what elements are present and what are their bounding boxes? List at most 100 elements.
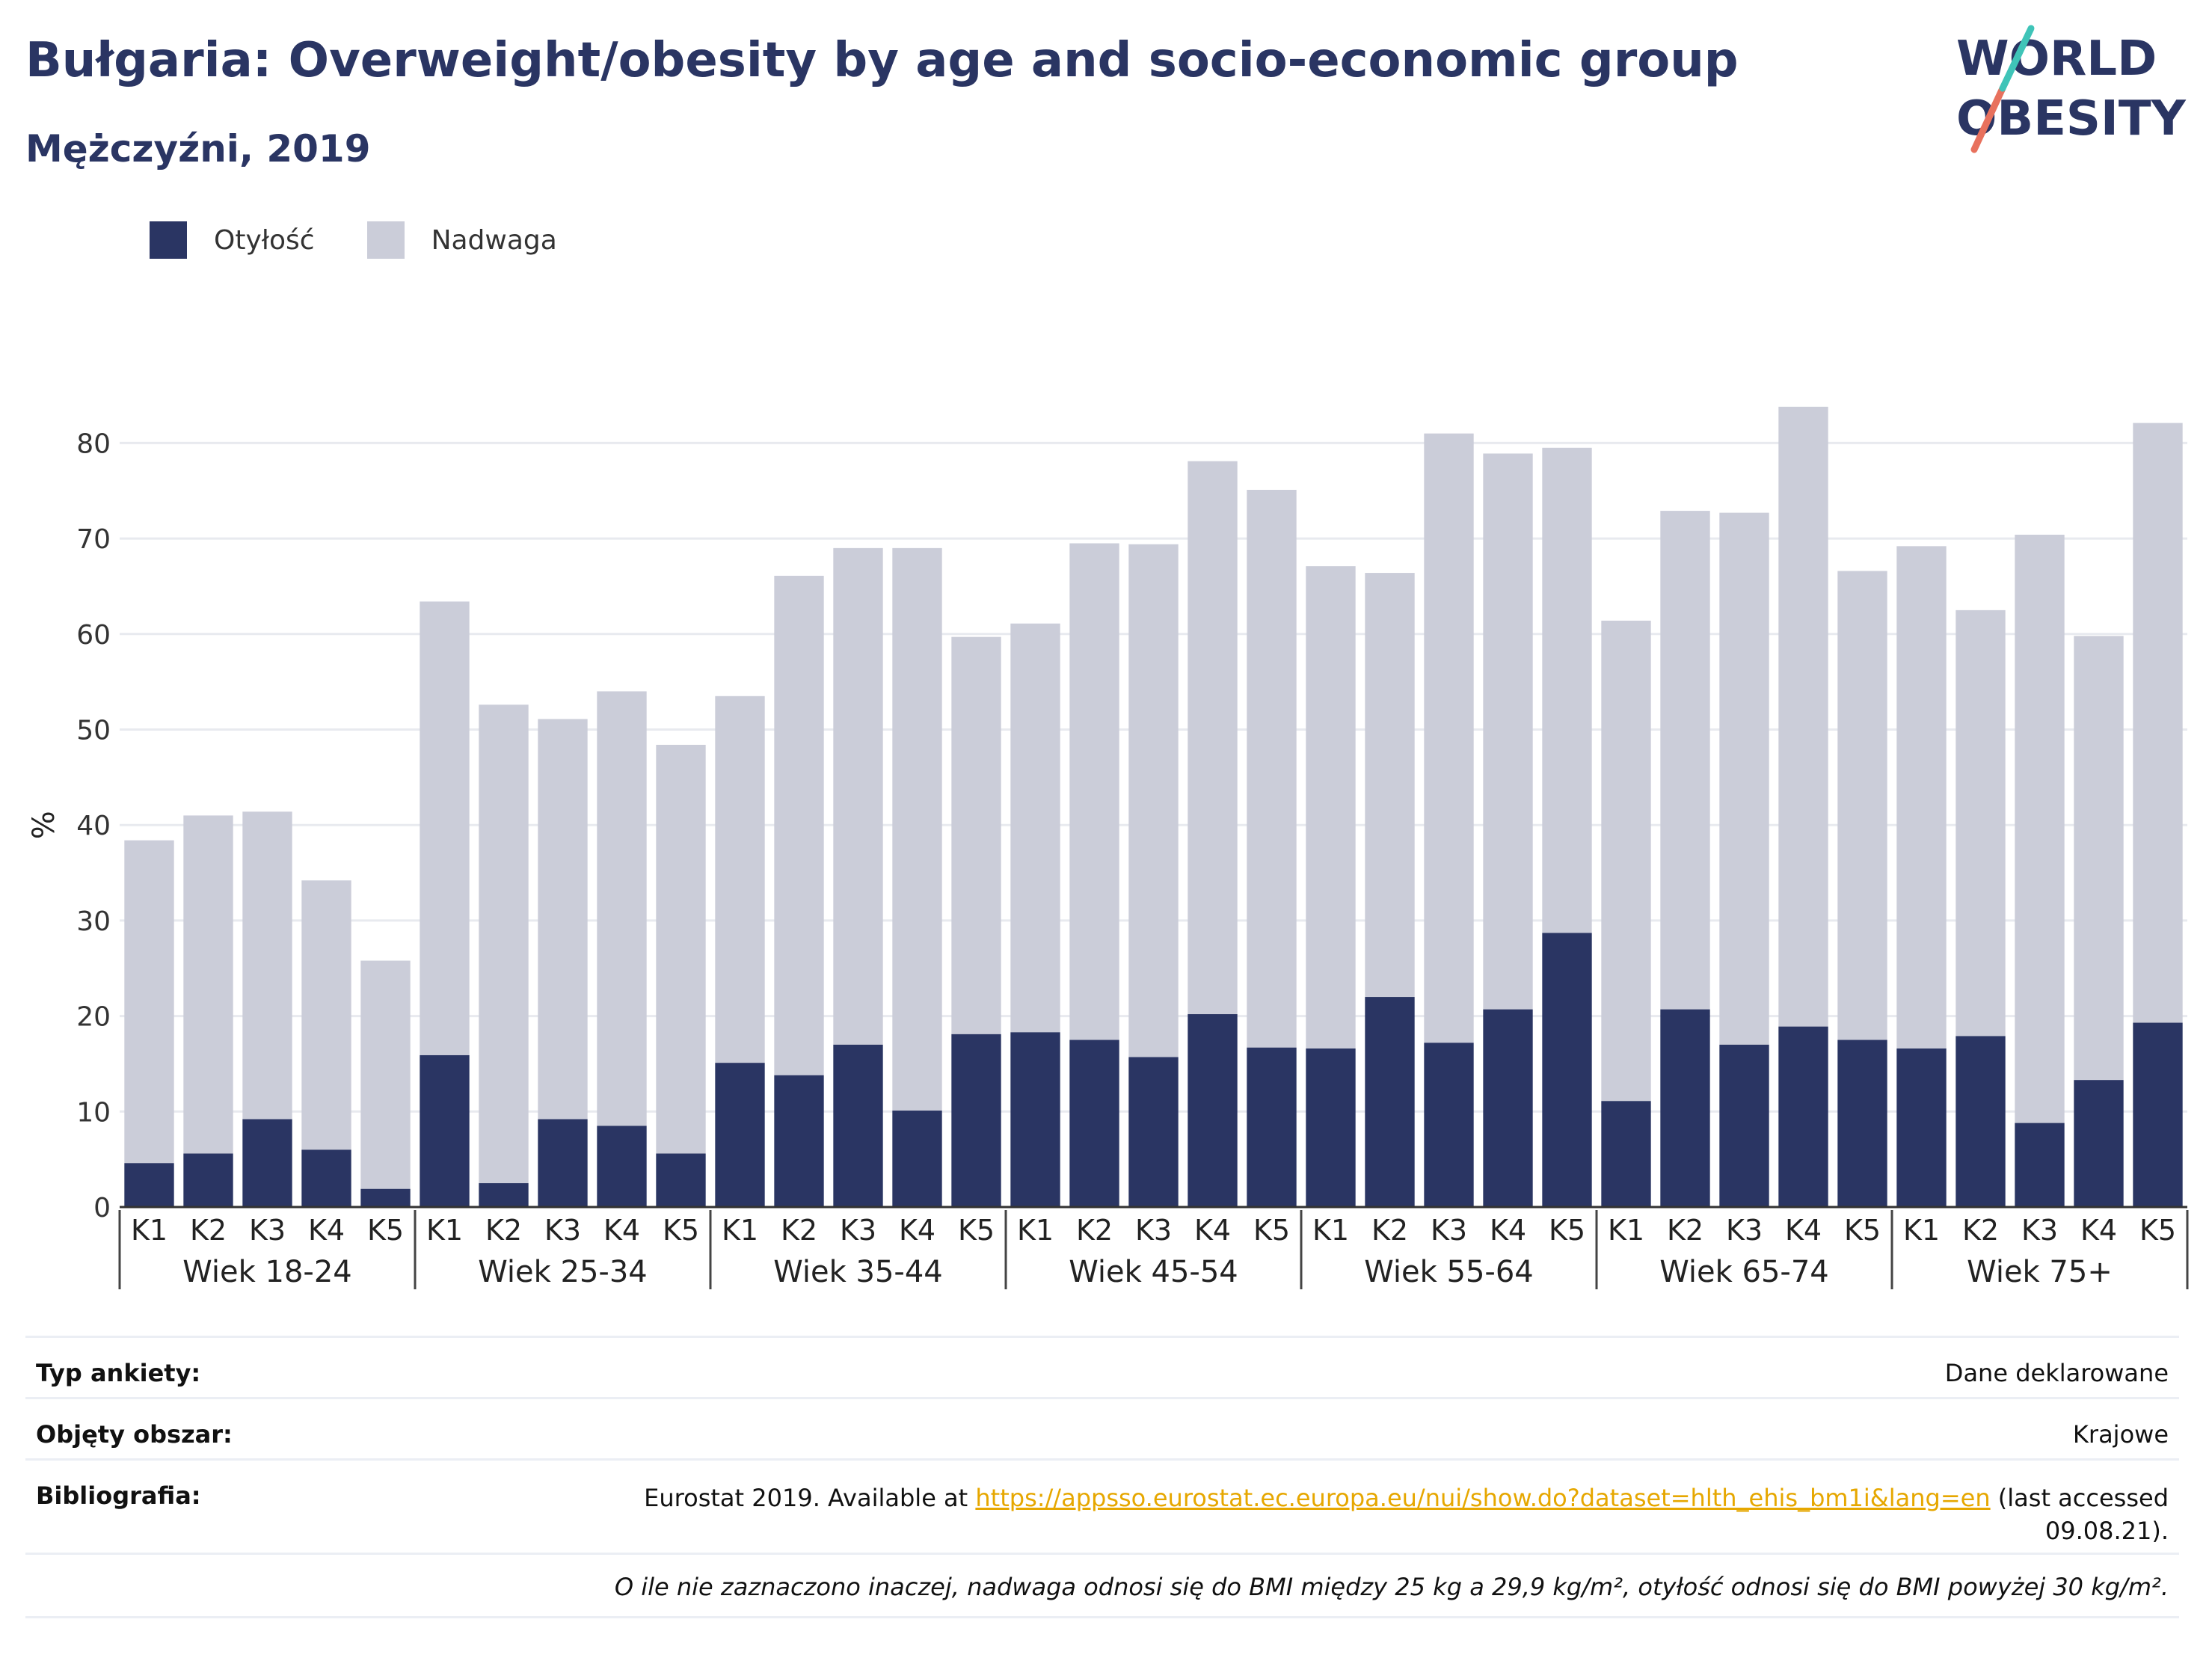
x-tick-label-3-k1: K1: [722, 1214, 758, 1247]
bibliography-prefix: Eurostat 2019. Available at: [644, 1484, 968, 1512]
x-tick-label-4-k1: K1: [1017, 1214, 1054, 1247]
x-tick-label-2-k2: K2: [485, 1214, 522, 1247]
bar-overweight-5-k3: [1424, 433, 1474, 1043]
bar-obesity-1-k5: [360, 1188, 411, 1207]
bar-obesity-4-k4: [1188, 1014, 1238, 1207]
x-tick-label-2-k1: K1: [426, 1214, 463, 1247]
y-tick-label-60: 60: [76, 620, 111, 651]
x-tick-label-6-k2: K2: [1667, 1214, 1703, 1247]
bar-obesity-7-k5: [2133, 1022, 2183, 1207]
bar-obesity-5-k3: [1424, 1043, 1474, 1207]
bar-overweight-5-k2: [1365, 573, 1415, 998]
legend-item-obesity[interactable]: Otyłość: [150, 221, 315, 259]
x-tick-label-4-k2: K2: [1076, 1214, 1113, 1247]
x-tick-label-6-k4: K4: [1785, 1214, 1822, 1247]
bar-overweight-2-k5: [656, 744, 706, 1154]
legend-label-obesity: Otyłość: [214, 224, 315, 256]
x-tick-label-1-k1: K1: [131, 1214, 168, 1247]
bar-obesity-5-k4: [1483, 1009, 1533, 1207]
bar-obesity-6-k3: [1719, 1044, 1769, 1207]
bar-obesity-3-k1: [715, 1063, 765, 1207]
x-tick-label-3-k5: K5: [958, 1214, 995, 1247]
bar-overweight-5-k1: [1306, 566, 1356, 1049]
bar-overweight-1-k4: [301, 880, 351, 1150]
bar-overweight-7-k3: [2015, 534, 2065, 1123]
y-tick-label-40: 40: [76, 811, 111, 841]
x-tick-label-6-k1: K1: [1608, 1214, 1644, 1247]
bar-obesity-7-k4: [2074, 1080, 2124, 1207]
bar-overweight-6-k1: [1601, 620, 1651, 1102]
x-tick-label-4-k4: K4: [1194, 1214, 1231, 1247]
bar-overweight-2-k4: [597, 691, 647, 1126]
bar-obesity-7-k3: [2015, 1123, 2065, 1207]
x-tick-label-1-k2: K2: [190, 1214, 227, 1247]
bar-obesity-2-k2: [479, 1183, 529, 1207]
x-tick-label-5-k2: K2: [1371, 1214, 1408, 1247]
bar-overweight-6-k3: [1719, 512, 1769, 1045]
bar-overweight-2-k3: [538, 719, 588, 1120]
bibliography-date: 09.08.21).: [2044, 1517, 2169, 1545]
x-tick-label-7-k3: K3: [2021, 1214, 2058, 1247]
info-row-bibliography: Bibliografia: Eurostat 2019. Available a…: [25, 1458, 2179, 1555]
bar-chart: 0 10 20 30 40 50 60 70 80% K1 K2 K3 K4 K5 Wiek 18-24 K1…: [27, 406, 2189, 1289]
chart-subtitle: Mężczyźni, 2019: [25, 127, 371, 171]
chart-title: Bułgaria: Overweight/obesity by age and …: [25, 33, 1739, 88]
bar-obesity-6-k2: [1660, 1009, 1710, 1207]
area-value: Krajowe: [2072, 1420, 2169, 1449]
bibliography-label: Bibliografia:: [36, 1481, 201, 1510]
x-tick-label-5-k4: K4: [1490, 1214, 1526, 1247]
info-row-note: O ile nie zaznaczono inaczej, nadwaga od…: [25, 1553, 2179, 1618]
bar-overweight-2-k1: [420, 601, 470, 1055]
bar-obesity-5-k1: [1306, 1048, 1356, 1207]
y-tick-label-50: 50: [76, 716, 111, 746]
bar-obesity-3-k3: [833, 1044, 883, 1207]
x-tick-label-7-k5: K5: [2139, 1214, 2176, 1247]
y-tick-label-80: 80: [76, 429, 111, 459]
bar-overweight-5-k4: [1483, 453, 1533, 1010]
legend-item-overweight[interactable]: Nadwaga: [366, 221, 557, 259]
x-tick-label-7-k2: K2: [1962, 1214, 1999, 1247]
bar-obesity-1-k2: [183, 1153, 233, 1207]
bibliography-value: Eurostat 2019. Available at https://apps…: [644, 1481, 2169, 1547]
survey-type-value: Dane deklarowane: [1944, 1359, 2169, 1387]
bar-obesity-5-k2: [1365, 997, 1415, 1207]
bar-overweight-3-k1: [715, 696, 765, 1063]
group-label-3: Wiek 35-44: [773, 1255, 943, 1289]
group-label-7: Wiek 75+: [1967, 1255, 2113, 1289]
bar-obesity-6-k5: [1837, 1040, 1887, 1207]
bar-overweight-4-k2: [1069, 543, 1119, 1040]
bar-obesity-4-k5: [1247, 1047, 1297, 1207]
bar-obesity-4-k1: [1010, 1032, 1060, 1207]
bar-overweight-6-k5: [1837, 571, 1887, 1040]
bar-obesity-7-k1: [1896, 1048, 1947, 1207]
x-tick-label-5-k3: K3: [1431, 1214, 1467, 1247]
bar-obesity-1-k3: [242, 1119, 292, 1207]
bibliography-suffix: (last accessed: [1997, 1484, 2169, 1512]
group-label-6: Wiek 65-74: [1659, 1255, 1829, 1289]
x-tick-label-3-k4: K4: [899, 1214, 936, 1247]
group-label-1: Wiek 18-24: [182, 1255, 352, 1289]
info-row-survey: Typ ankiety: Dane deklarowane: [25, 1336, 2179, 1399]
x-tick-label-1-k5: K5: [367, 1214, 404, 1247]
x-tick-label-7-k1: K1: [1903, 1214, 1940, 1247]
bibliography-link[interactable]: https://appsso.eurostat.ec.europa.eu/nui…: [975, 1484, 1991, 1512]
bar-obesity-2-k5: [656, 1153, 706, 1207]
group-label-2: Wiek 25-34: [478, 1255, 648, 1289]
group-label-5: Wiek 55-64: [1364, 1255, 1534, 1289]
bar-overweight-2-k2: [479, 704, 529, 1184]
bar-obesity-6-k1: [1601, 1101, 1651, 1207]
bar-obesity-2-k3: [538, 1119, 588, 1207]
x-tick-label-1-k3: K3: [249, 1214, 286, 1247]
bar-obesity-4-k3: [1128, 1057, 1179, 1207]
y-tick-label-70: 70: [76, 524, 111, 555]
bar-overweight-5-k5: [1542, 447, 1592, 933]
x-tick-label-2-k3: K3: [544, 1214, 581, 1247]
bar-overweight-4-k1: [1010, 623, 1060, 1033]
bar-obesity-2-k4: [597, 1126, 647, 1207]
bar-overweight-6-k2: [1660, 511, 1710, 1010]
legend-label-overweight: Nadwaga: [431, 224, 557, 256]
x-tick-label-5-k5: K5: [1549, 1214, 1585, 1247]
bar-obesity-2-k1: [420, 1054, 470, 1207]
y-tick-label-10: 10: [76, 1097, 111, 1128]
world-obesity-logo: WORLD OBESITY: [1956, 25, 2186, 153]
